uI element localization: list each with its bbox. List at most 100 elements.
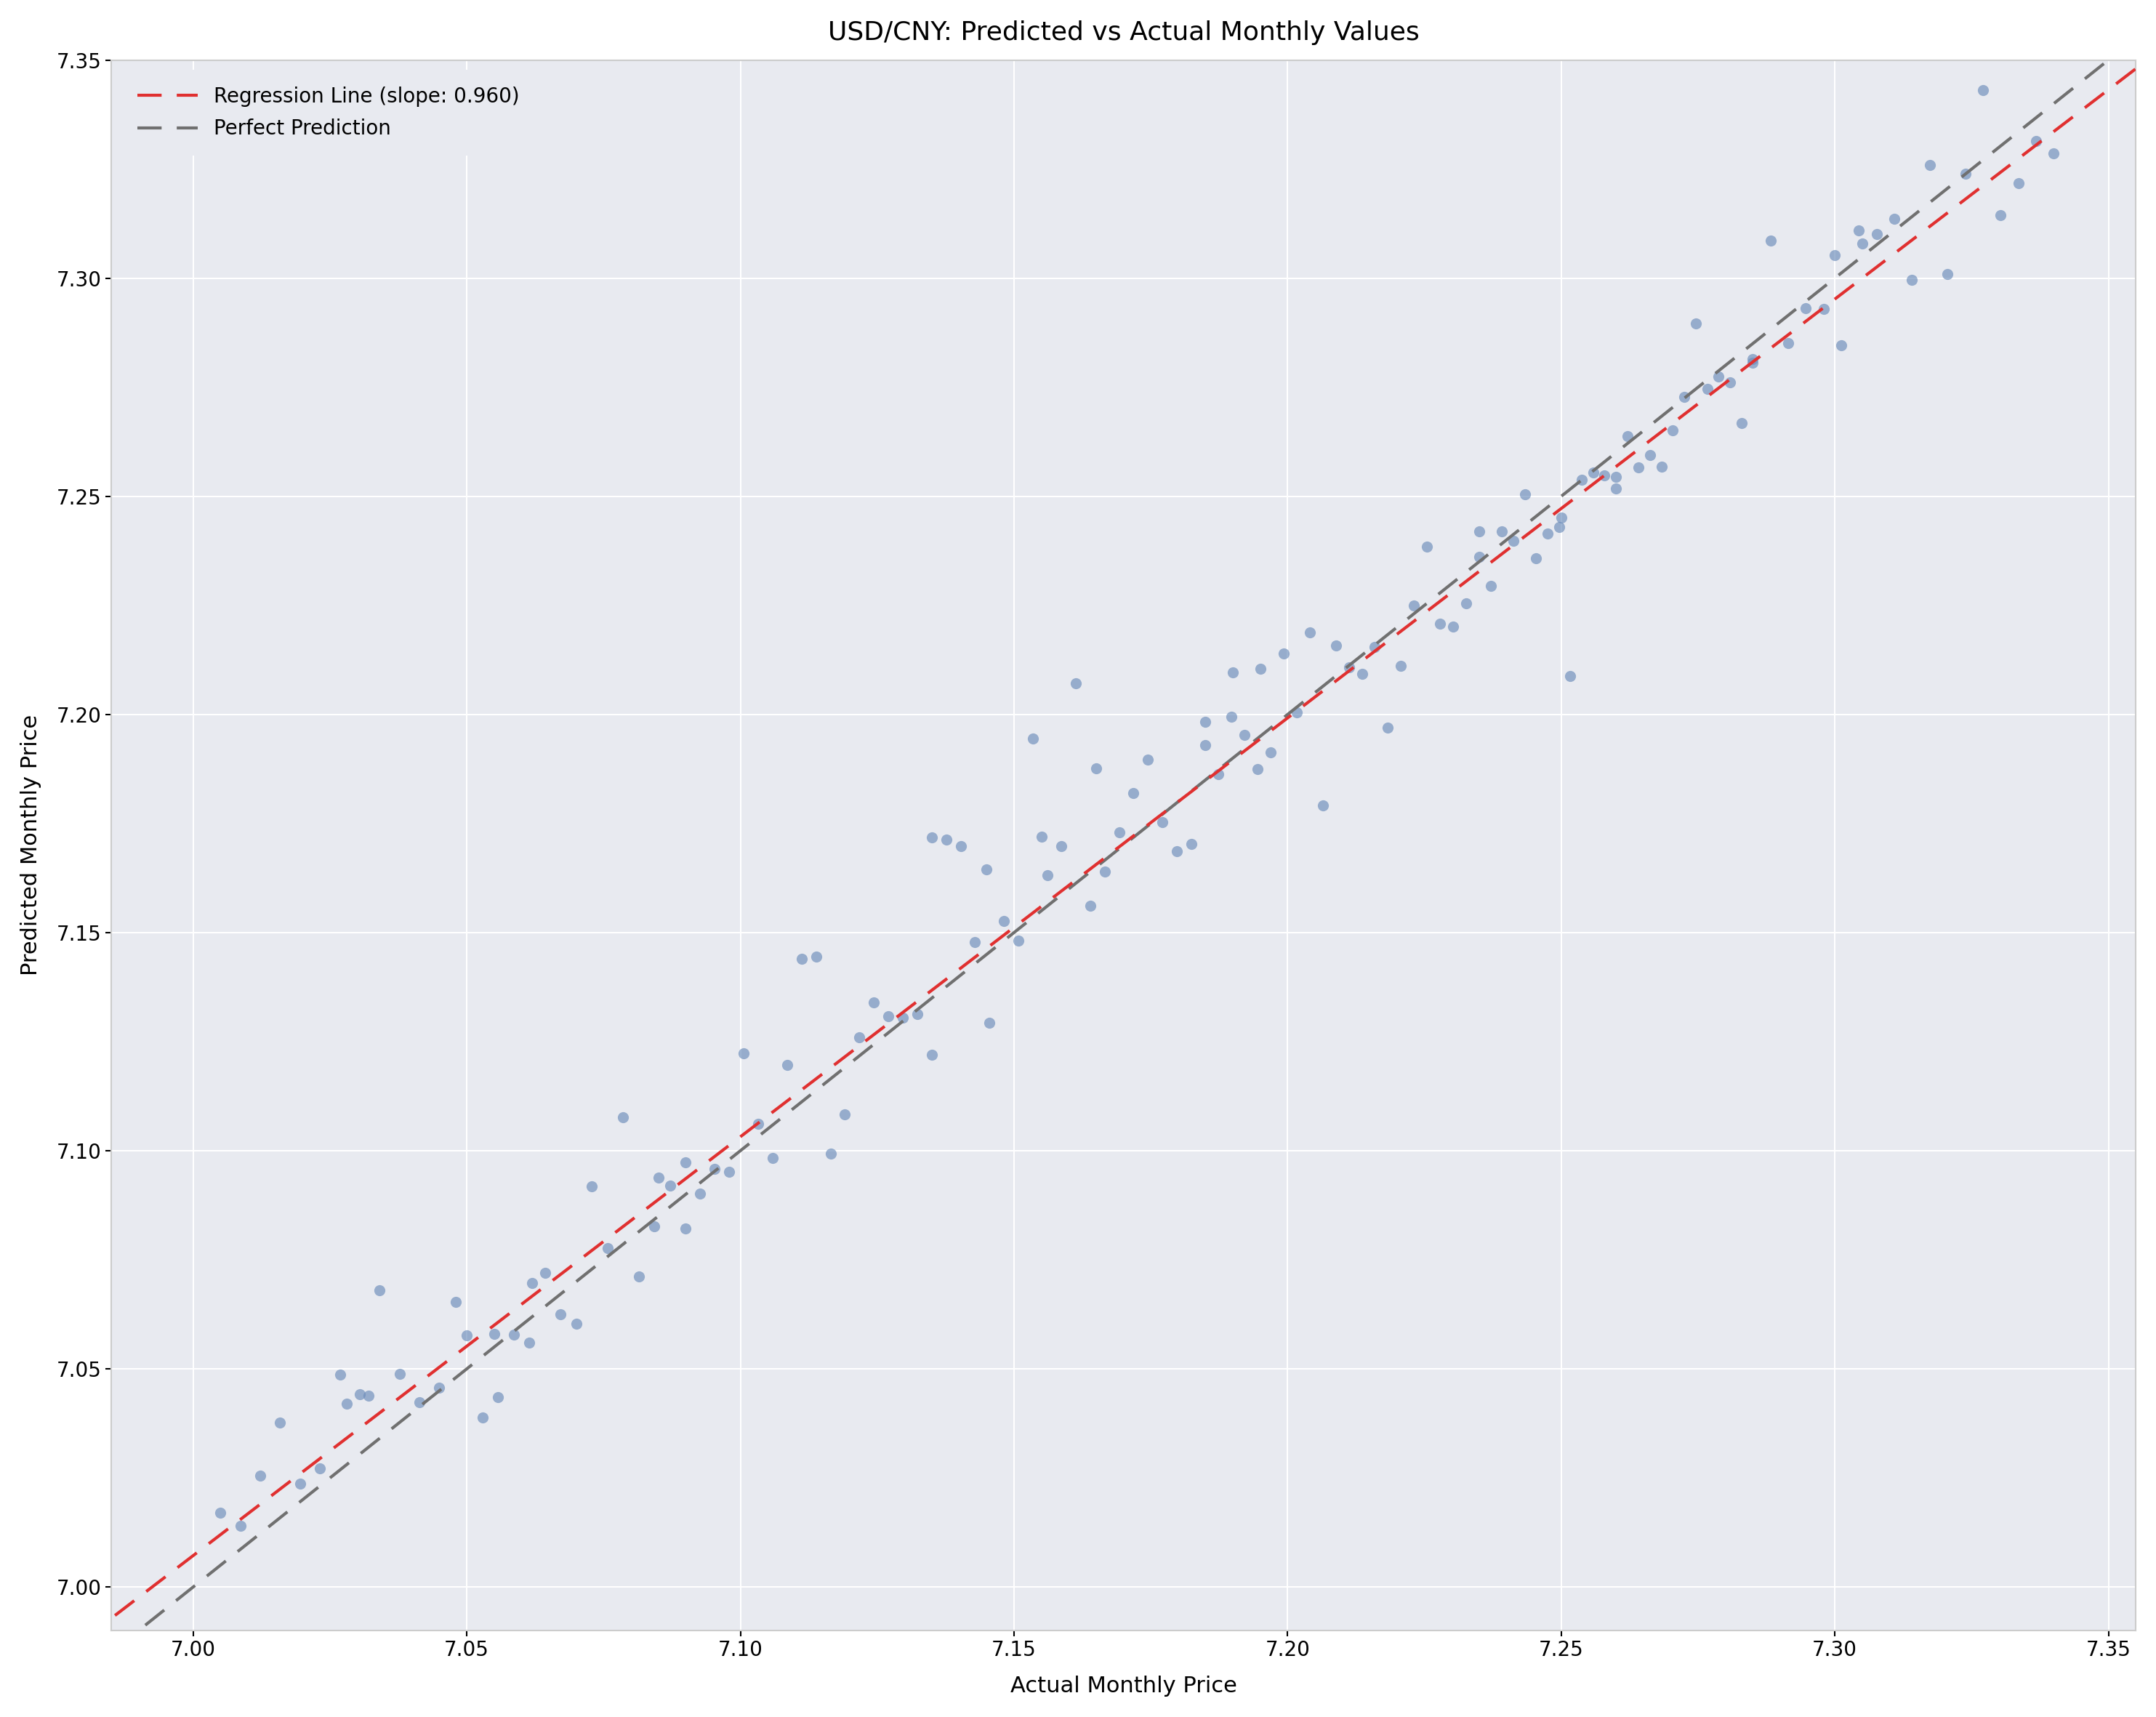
Point <box>1542 513 1576 541</box>
Point <box>1818 242 1852 270</box>
Point <box>1266 640 1300 668</box>
Point <box>653 1173 688 1200</box>
Point <box>914 824 949 852</box>
Point <box>1078 755 1112 783</box>
Point <box>1102 819 1136 846</box>
Point <box>1858 220 1893 247</box>
Point <box>1423 610 1457 637</box>
Point <box>1214 704 1248 731</box>
Point <box>1895 266 1930 294</box>
Point <box>403 1389 438 1417</box>
Point <box>323 1360 358 1387</box>
Point <box>2001 170 2035 197</box>
Point <box>1611 422 1645 450</box>
Point <box>972 1010 1007 1037</box>
Point <box>1656 416 1690 443</box>
Point <box>1544 503 1578 531</box>
Point <box>1632 441 1667 469</box>
Point <box>351 1382 386 1410</box>
Point <box>1015 725 1050 752</box>
Point <box>843 1023 877 1051</box>
Point <box>448 1322 483 1350</box>
Point <box>1188 707 1222 735</box>
Point <box>1436 613 1470 640</box>
Point <box>1507 481 1542 508</box>
Y-axis label: Predicted Monthly Price: Predicted Monthly Price <box>19 714 41 975</box>
Point <box>224 1511 259 1538</box>
Point <box>1576 458 1611 486</box>
Point <box>476 1320 511 1348</box>
Point <box>1397 592 1432 620</box>
Point <box>970 857 1005 884</box>
Point <box>1807 295 1841 323</box>
Point <box>515 1269 550 1296</box>
Point <box>1188 731 1222 759</box>
Point <box>1449 589 1483 616</box>
Point <box>755 1145 789 1173</box>
Point <box>1565 465 1600 493</box>
Point <box>1307 792 1341 819</box>
Point <box>1846 230 1880 258</box>
Point <box>382 1360 416 1387</box>
Point <box>481 1384 515 1411</box>
Point <box>1074 891 1108 919</box>
Point <box>798 943 832 970</box>
Point <box>914 1041 949 1068</box>
Point <box>1462 517 1496 544</box>
Point <box>1173 831 1207 858</box>
Point <box>1145 809 1179 836</box>
Point <box>1473 572 1507 599</box>
Point <box>871 1003 906 1030</box>
Point <box>1841 216 1876 244</box>
Point <box>1680 309 1714 337</box>
Point <box>944 833 979 860</box>
Point <box>813 1140 847 1168</box>
Point <box>1736 345 1770 373</box>
Point <box>1253 738 1287 766</box>
Point <box>1531 520 1565 548</box>
Point <box>1279 699 1313 726</box>
Point <box>513 1329 548 1356</box>
Point <box>1690 376 1725 403</box>
Point <box>1291 618 1326 646</box>
Point <box>1319 632 1354 659</box>
Point <box>543 1300 578 1327</box>
Point <box>1600 474 1634 501</box>
Point <box>696 1156 731 1183</box>
Point <box>1789 294 1824 321</box>
Point <box>423 1374 457 1401</box>
Point <box>621 1264 655 1291</box>
Point <box>1824 331 1858 359</box>
Point <box>1130 745 1164 773</box>
Point <box>263 1408 298 1435</box>
Point <box>901 1001 936 1028</box>
Point <box>785 946 819 974</box>
Point <box>1645 453 1680 481</box>
Point <box>1770 330 1805 357</box>
Point <box>638 1212 673 1240</box>
Point <box>606 1104 640 1132</box>
Point <box>1358 634 1393 661</box>
Point <box>1587 462 1621 489</box>
Point <box>528 1259 563 1286</box>
Point <box>727 1041 761 1068</box>
Point <box>466 1405 500 1432</box>
Title: USD/CNY: Predicted vs Actual Monthly Values: USD/CNY: Predicted vs Actual Monthly Val… <box>828 21 1419 45</box>
Point <box>957 929 992 956</box>
Point <box>929 826 964 853</box>
Point <box>1878 206 1912 234</box>
Point <box>1753 227 1787 254</box>
Point <box>203 1499 237 1526</box>
Point <box>558 1310 593 1338</box>
Point <box>1912 151 1947 179</box>
Point <box>1930 261 1964 288</box>
Point <box>1701 362 1736 390</box>
Point <box>1462 543 1496 570</box>
Point <box>1000 927 1035 955</box>
Point <box>1552 663 1587 690</box>
Point <box>828 1101 862 1128</box>
Point <box>1725 409 1759 436</box>
Point <box>2037 139 2072 167</box>
Point <box>1485 519 1520 546</box>
Point <box>1949 160 1984 187</box>
